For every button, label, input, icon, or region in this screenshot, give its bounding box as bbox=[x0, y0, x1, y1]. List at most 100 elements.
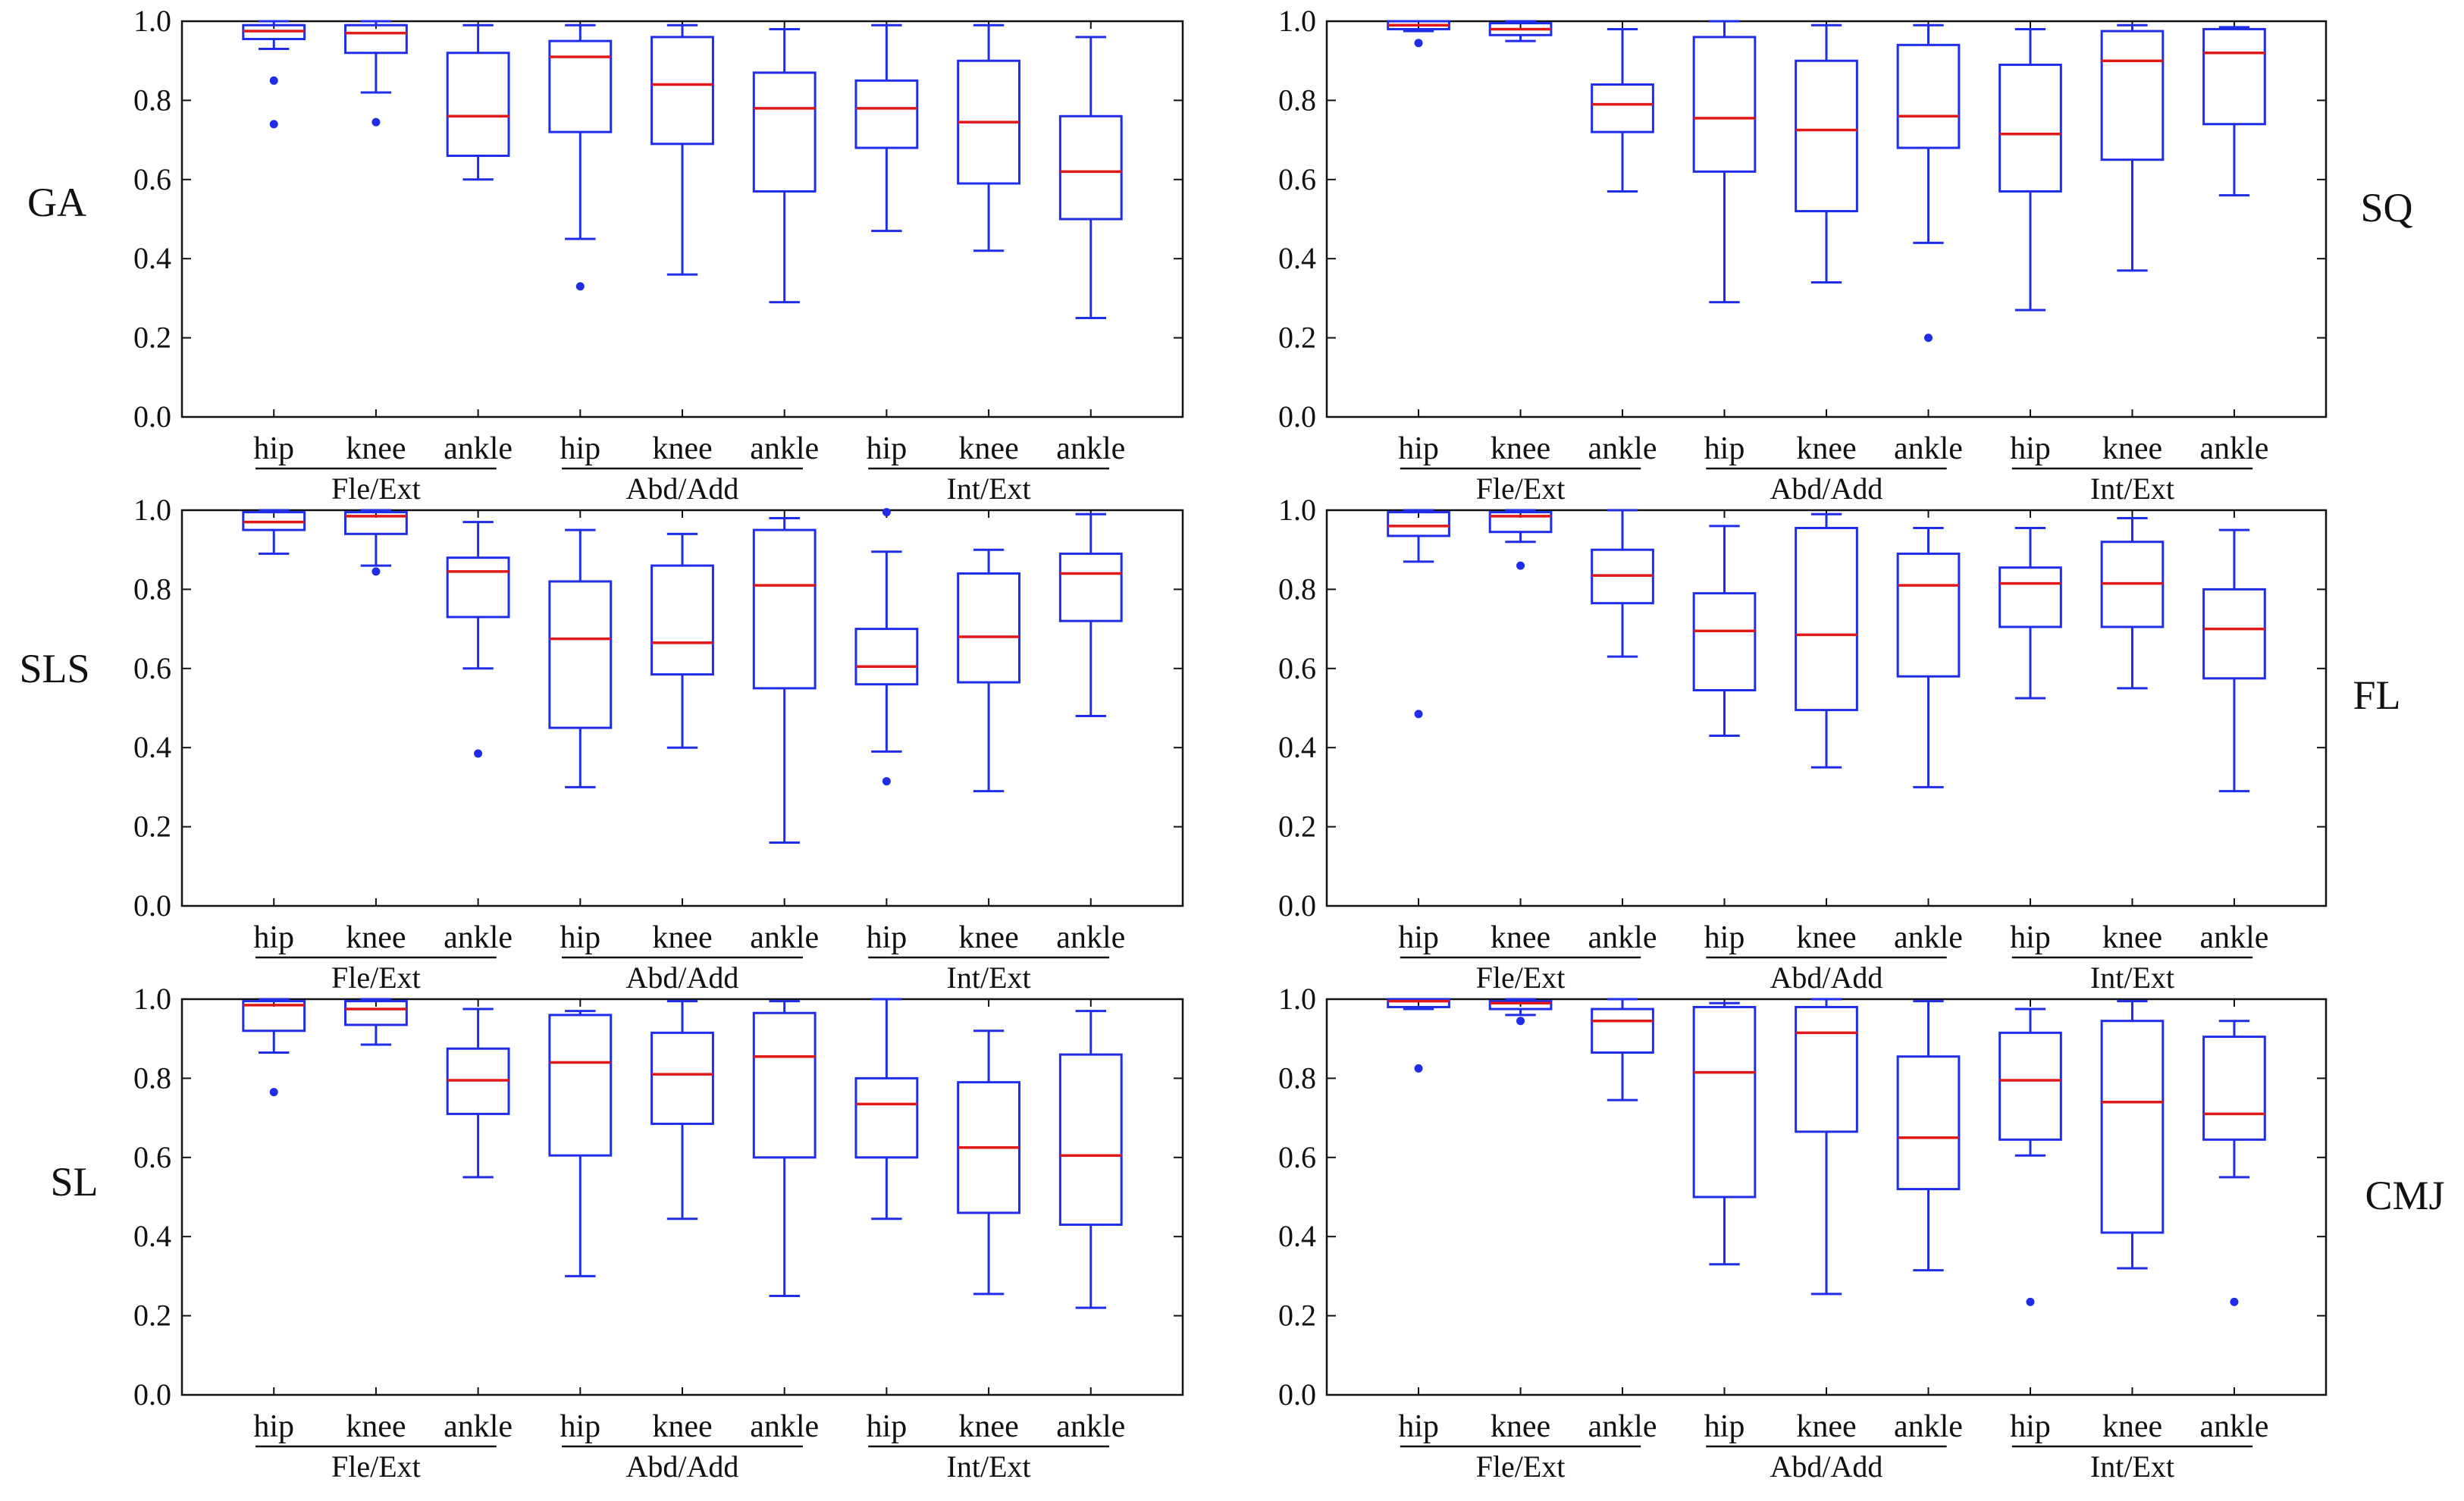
box-int-ext-hip: hip bbox=[854, 21, 919, 466]
y-tick-label: 0.6 bbox=[133, 651, 171, 685]
joint-label: knee bbox=[1796, 920, 1856, 955]
iqr-box bbox=[1058, 552, 1123, 622]
iqr-box bbox=[1998, 566, 2062, 628]
box-int-ext-ankle: ankle bbox=[1056, 510, 1125, 955]
y-tick-label: 0.6 bbox=[1278, 162, 1316, 196]
iqr-box bbox=[752, 1011, 817, 1159]
iqr-box bbox=[344, 24, 408, 55]
y-tick-label: 0.0 bbox=[133, 400, 171, 434]
box-int-ext-hip: hip bbox=[1998, 510, 2062, 955]
box-fle-ext-knee: knee bbox=[1488, 998, 1553, 1444]
group-label: Fle/Ext bbox=[331, 960, 421, 995]
box-int-ext-knee: knee bbox=[957, 510, 1020, 955]
box-fle-ext-ankle: ankle bbox=[444, 999, 513, 1444]
box-fle-ext-knee: knee bbox=[344, 20, 408, 466]
outlier-point bbox=[882, 508, 891, 517]
joint-label: knee bbox=[2102, 1409, 2162, 1444]
iqr-box bbox=[854, 628, 919, 686]
iqr-box bbox=[1591, 1007, 1654, 1054]
group-label: Abd/Add bbox=[626, 1449, 739, 1484]
box-int-ext-hip: hip bbox=[1998, 21, 2062, 466]
y-tick-label: 0.2 bbox=[133, 810, 171, 844]
box-fle-ext-ankle: ankle bbox=[444, 21, 513, 466]
joint-label: knee bbox=[1491, 920, 1550, 955]
joint-label: knee bbox=[652, 431, 712, 466]
iqr-box bbox=[1795, 526, 1858, 712]
plot-frame bbox=[1325, 509, 2328, 907]
group-label: Int/Ext bbox=[947, 1449, 1031, 1484]
y-tick-label: 0.4 bbox=[133, 241, 171, 275]
box-fle-ext-ankle: ankle bbox=[1588, 998, 1657, 1444]
joint-label: ankle bbox=[444, 431, 513, 466]
iqr-box bbox=[1488, 511, 1553, 534]
iqr-box bbox=[1998, 1031, 2062, 1141]
y-tick-label: 0.0 bbox=[133, 888, 171, 923]
iqr-box bbox=[854, 1076, 919, 1159]
group-label: Fle/Ext bbox=[331, 1449, 421, 1484]
iqr-box bbox=[1998, 63, 2062, 193]
y-tick-label: 0.2 bbox=[1278, 810, 1316, 844]
joint-label: hip bbox=[867, 1409, 908, 1444]
y-tick-label: 0.0 bbox=[133, 1377, 171, 1412]
box-abd-add-ankle: ankle bbox=[750, 999, 819, 1444]
outlier-point bbox=[269, 76, 278, 85]
group-label: Int/Ext bbox=[947, 960, 1031, 995]
box-abd-add-ankle: ankle bbox=[1894, 999, 1963, 1444]
joint-label: hip bbox=[2010, 1409, 2051, 1444]
box-int-ext-hip: hip bbox=[854, 998, 919, 1444]
y-tick-label: 0.6 bbox=[133, 1140, 171, 1174]
iqr-box bbox=[548, 1014, 613, 1157]
panel-cmj: 0.0 0.2 0.4 0.6 0.8 1.0 CMJ hip knee ankle hip knee… bbox=[1278, 982, 2445, 1484]
panel-title: SL bbox=[50, 1159, 98, 1205]
joint-label: hip bbox=[867, 431, 908, 466]
y-tick-label: 0.0 bbox=[1278, 400, 1316, 434]
joint-label: knee bbox=[1796, 1409, 1856, 1444]
group-label: Int/Ext bbox=[2090, 960, 2174, 995]
joint-label: hip bbox=[253, 1409, 294, 1444]
y-tick-label: 0.4 bbox=[1278, 730, 1316, 764]
iqr-box bbox=[1488, 1000, 1553, 1011]
y-tick-label: 1.0 bbox=[133, 4, 171, 38]
joint-label: hip bbox=[1398, 431, 1439, 466]
group-label: Abd/Add bbox=[626, 960, 739, 995]
iqr-box bbox=[2100, 1020, 2165, 1234]
group-label: Abd/Add bbox=[1770, 1449, 1883, 1484]
box-fle-ext-knee: knee bbox=[1488, 20, 1553, 466]
y-tick-label: 0.2 bbox=[133, 1299, 171, 1333]
group-label: Int/Ext bbox=[947, 472, 1031, 506]
joint-label: hip bbox=[1704, 920, 1745, 955]
box-abd-add-ankle: ankle bbox=[750, 510, 819, 955]
y-tick-label: 0.6 bbox=[1278, 1140, 1316, 1174]
box-int-ext-knee: knee bbox=[957, 999, 1020, 1444]
iqr-box bbox=[650, 1031, 714, 1125]
box-int-ext-knee: knee bbox=[2100, 999, 2165, 1444]
joint-label: knee bbox=[652, 1409, 712, 1444]
outlier-point bbox=[1414, 39, 1423, 48]
iqr-box bbox=[242, 1000, 306, 1033]
y-tick-label: 1.0 bbox=[1278, 4, 1316, 38]
box-int-ext-ankle: ankle bbox=[2199, 21, 2268, 466]
box-int-ext-ankle: ankle bbox=[2199, 510, 2268, 955]
box-fle-ext-ankle: ankle bbox=[1588, 509, 1657, 955]
y-tick-label: 0.6 bbox=[1278, 651, 1316, 685]
joint-label: hip bbox=[1704, 1409, 1745, 1444]
y-tick-label: 0.8 bbox=[1278, 1061, 1316, 1095]
box-abd-add-hip: hip bbox=[548, 21, 613, 466]
y-tick-label: 0.8 bbox=[1278, 572, 1316, 606]
joint-label: hip bbox=[253, 431, 294, 466]
joint-label: knee bbox=[1796, 431, 1856, 466]
iqr-box bbox=[1387, 511, 1450, 537]
joint-label: hip bbox=[253, 920, 294, 955]
group-label: Abd/Add bbox=[1770, 472, 1883, 506]
iqr-box bbox=[548, 39, 613, 133]
box-abd-add-hip: hip bbox=[1692, 510, 1757, 955]
joint-label: ankle bbox=[1056, 1409, 1125, 1444]
joint-label: ankle bbox=[750, 1409, 819, 1444]
y-tick-label: 0.8 bbox=[133, 83, 171, 117]
box-abd-add-knee: knee bbox=[650, 999, 714, 1444]
box-fle-ext-hip: hip bbox=[1387, 20, 1450, 466]
box-abd-add-hip: hip bbox=[1692, 999, 1757, 1444]
box-int-ext-knee: knee bbox=[957, 21, 1020, 466]
box-abd-add-hip: hip bbox=[1692, 20, 1757, 466]
iqr-box bbox=[446, 556, 510, 619]
